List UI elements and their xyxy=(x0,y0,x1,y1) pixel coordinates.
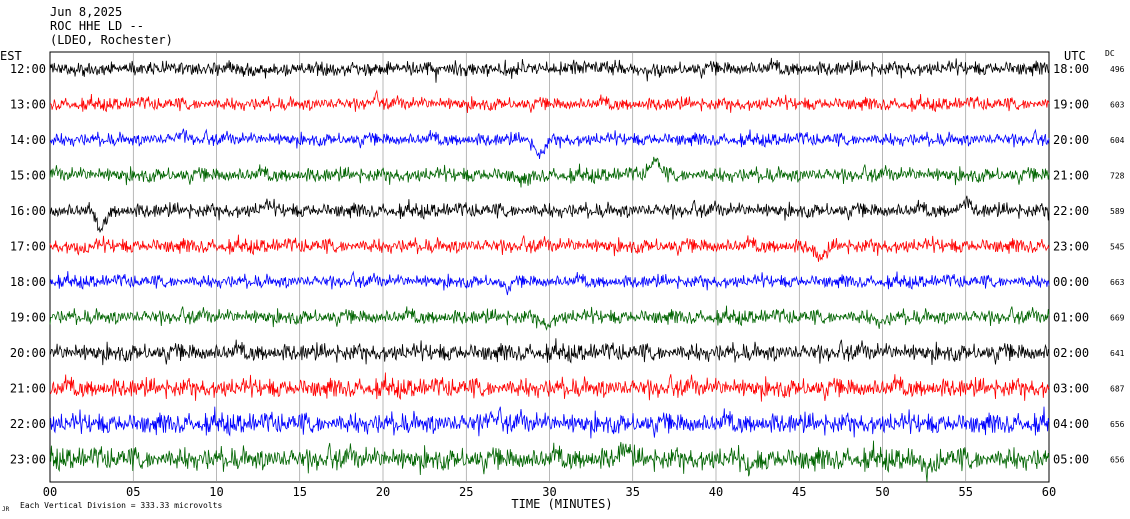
utc-hour-labels: 18:00 19:00 20:00 21:00 22:00 23:00 00:00 01:00… xyxy=(1053,62,1089,467)
dc-value: 589 xyxy=(1110,207,1125,216)
x-tick-label: 00 xyxy=(43,485,57,499)
trace-2200 xyxy=(49,406,1050,439)
header-station: ROC HHE LD -- xyxy=(50,19,144,33)
utc-hour-label: 05:00 xyxy=(1053,453,1089,467)
est-axis-label: EST xyxy=(0,49,22,63)
trace-1400 xyxy=(49,128,1050,160)
trace-1600 xyxy=(49,195,1050,233)
x-tick-label: 35 xyxy=(626,485,640,499)
dc-value: 728 xyxy=(1110,172,1125,181)
dc-column-label: DC xyxy=(1105,49,1115,58)
utc-hour-label: 19:00 xyxy=(1053,98,1089,112)
utc-axis-label: UTC xyxy=(1064,49,1086,63)
dc-value: 669 xyxy=(1110,314,1125,323)
x-axis-title: TIME (MINUTES) xyxy=(511,497,612,511)
est-hour-label: 21:00 xyxy=(10,382,46,396)
x-tick-label: 30 xyxy=(542,485,556,499)
dc-value: 641 xyxy=(1110,349,1125,358)
dc-value: 604 xyxy=(1110,136,1125,145)
est-hour-label: 15:00 xyxy=(10,169,46,183)
dc-value: 545 xyxy=(1110,243,1125,252)
x-tick-label: 55 xyxy=(959,485,973,499)
trace-1800 xyxy=(49,270,1050,296)
trace-1200 xyxy=(49,57,1050,83)
dc-value: 656 xyxy=(1110,420,1125,429)
trace-1700 xyxy=(49,234,1050,262)
est-hour-label: 18:00 xyxy=(10,275,46,289)
dc-value: 496 xyxy=(1110,65,1125,74)
utc-hour-label: 21:00 xyxy=(1053,169,1089,183)
utc-hour-label: 00:00 xyxy=(1053,275,1089,289)
dc-value: 687 xyxy=(1110,385,1125,394)
header-date: Jun 8,2025 xyxy=(50,5,122,19)
est-hour-label: 20:00 xyxy=(10,346,46,360)
x-tick-label: 15 xyxy=(293,485,307,499)
scale-note: Each Vertical Division = 333.33 microvol… xyxy=(20,501,222,510)
utc-hour-label: 18:00 xyxy=(1053,62,1089,76)
dc-value: 656 xyxy=(1110,456,1125,465)
trace-1500 xyxy=(49,156,1050,188)
utc-hour-label: 01:00 xyxy=(1053,311,1089,325)
trace-2000 xyxy=(49,338,1050,366)
x-tick-label: 45 xyxy=(792,485,806,499)
est-hour-label: 22:00 xyxy=(10,417,46,431)
est-hour-label: 23:00 xyxy=(10,453,46,467)
corner-mark: JR xyxy=(2,506,10,513)
est-hour-label: 14:00 xyxy=(10,133,46,147)
x-tick-label: 05 xyxy=(126,485,140,499)
x-tick-label: 10 xyxy=(209,485,223,499)
utc-hour-label: 22:00 xyxy=(1053,204,1089,218)
trace-2300 xyxy=(49,440,1050,482)
x-tick-label: 50 xyxy=(875,485,889,499)
utc-hour-label: 02:00 xyxy=(1053,346,1089,360)
trace-1900 xyxy=(49,305,1050,331)
x-tick-label: 25 xyxy=(459,485,473,499)
x-tick-label: 20 xyxy=(376,485,390,499)
utc-hour-label: 03:00 xyxy=(1053,382,1089,396)
utc-hour-label: 23:00 xyxy=(1053,240,1089,254)
est-hour-label: 17:00 xyxy=(10,240,46,254)
seismic-traces xyxy=(49,57,1050,482)
est-hour-label: 12:00 xyxy=(10,62,46,76)
x-tick-label: 60 xyxy=(1042,485,1056,499)
est-hour-label: 19:00 xyxy=(10,311,46,325)
utc-hour-label: 20:00 xyxy=(1053,133,1089,147)
est-hour-label: 16:00 xyxy=(10,204,46,218)
trace-2100 xyxy=(49,372,1050,402)
dc-value: 663 xyxy=(1110,278,1125,287)
minute-gridlines xyxy=(132,52,967,482)
utc-hour-label: 04:00 xyxy=(1053,417,1089,431)
x-tick-label: 40 xyxy=(709,485,723,499)
trace-1300 xyxy=(50,89,1050,114)
est-hour-label: 13:00 xyxy=(10,98,46,112)
header-network: (LDEO, Rochester) xyxy=(50,33,173,47)
x-tick-labels: 00 05 10 15 20 25 30 35 40 45 50 55 60 xyxy=(43,485,1056,499)
est-hour-labels: 12:00 13:00 14:00 15:00 16:00 17:00 18:00 19:00… xyxy=(10,62,46,467)
dc-offset-values: 496 603 604 728 589 545 663 669 641 687 656 656 xyxy=(1110,65,1125,465)
dc-value: 603 xyxy=(1110,101,1125,110)
